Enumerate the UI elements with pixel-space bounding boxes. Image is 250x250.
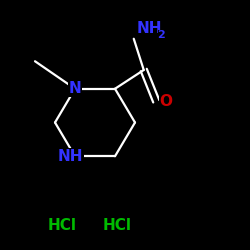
Text: HCl: HCl	[103, 218, 132, 232]
Text: N: N	[68, 81, 82, 96]
Text: 2: 2	[158, 30, 165, 40]
Text: NH: NH	[136, 21, 162, 36]
Text: HCl: HCl	[48, 218, 77, 232]
Text: NH: NH	[57, 149, 83, 164]
Text: O: O	[160, 94, 173, 109]
